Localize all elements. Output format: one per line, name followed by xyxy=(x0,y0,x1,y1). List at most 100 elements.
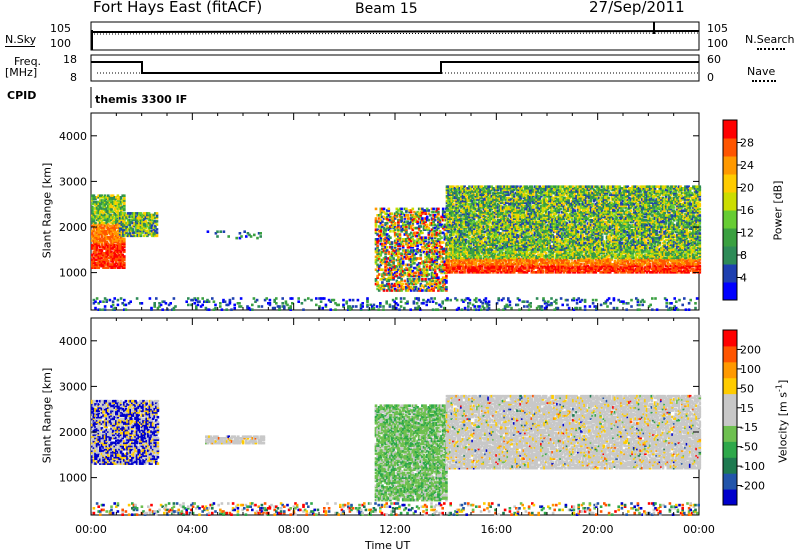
power-cell xyxy=(649,263,652,266)
power-cell xyxy=(219,230,222,233)
power-cell xyxy=(420,254,423,257)
power-cell xyxy=(421,278,424,281)
power-cell xyxy=(381,281,384,284)
power-cell xyxy=(402,283,405,286)
power-cell xyxy=(107,260,110,263)
power-cell xyxy=(483,234,486,237)
freq-line xyxy=(91,62,699,73)
power-cell xyxy=(123,249,126,252)
noise-search-line xyxy=(91,33,699,34)
power-cell xyxy=(123,262,126,265)
power-cell xyxy=(250,235,253,238)
power-cell xyxy=(445,280,448,283)
power-cell xyxy=(386,222,389,225)
power-cell xyxy=(400,208,403,211)
power-cell xyxy=(123,255,126,258)
power-cell xyxy=(420,257,423,260)
noise-sky-line xyxy=(91,31,699,32)
power-cell xyxy=(123,238,126,241)
power-cell xyxy=(94,222,97,225)
power-cell xyxy=(426,224,429,227)
power-cell xyxy=(437,211,440,214)
power-cell xyxy=(240,235,243,238)
power-cell xyxy=(156,223,159,226)
power-cell xyxy=(392,257,395,260)
power-cell xyxy=(545,252,548,255)
power-cell xyxy=(404,272,407,275)
power-cell xyxy=(381,224,384,227)
power-cell xyxy=(391,241,394,244)
power-cell xyxy=(436,273,439,276)
power-cell xyxy=(383,208,386,211)
noise-panel-frame xyxy=(91,22,699,50)
power-cell xyxy=(428,209,431,212)
power-cell xyxy=(256,237,259,240)
power-cell xyxy=(421,232,424,235)
power-cell xyxy=(418,265,421,268)
power-cell xyxy=(216,235,219,238)
power-cell xyxy=(394,222,397,225)
power-cell xyxy=(243,230,246,233)
power-cell xyxy=(375,208,378,211)
power-cell xyxy=(421,289,424,292)
power-cell xyxy=(400,278,403,281)
power-cell xyxy=(375,217,378,220)
power-cell xyxy=(156,212,159,215)
power-cell xyxy=(391,246,394,249)
power-cell xyxy=(412,208,415,211)
power-cell xyxy=(442,257,445,260)
power-cell xyxy=(376,281,379,284)
power-cell xyxy=(376,244,379,247)
power-cell xyxy=(442,208,445,211)
power-cell xyxy=(391,212,394,215)
power-cell xyxy=(429,214,432,217)
power-cell xyxy=(207,230,210,233)
power-cell xyxy=(389,230,392,233)
power-cell xyxy=(253,234,256,237)
power-cell xyxy=(132,228,135,231)
power-cell xyxy=(399,248,402,251)
power-cell xyxy=(400,216,403,219)
power-cell xyxy=(479,255,482,258)
power-cell xyxy=(402,260,405,263)
power-cell xyxy=(156,220,159,223)
power-cell xyxy=(440,236,443,239)
power-cell xyxy=(405,208,408,211)
power-cell xyxy=(424,236,427,239)
power-cell xyxy=(223,230,226,233)
power-cell xyxy=(389,236,392,239)
power-cell xyxy=(156,228,159,231)
power-cell xyxy=(407,214,410,217)
power-cell xyxy=(699,261,702,264)
power-cell xyxy=(428,273,431,276)
power-cell xyxy=(428,219,431,222)
power-cell xyxy=(378,273,381,276)
power-cell xyxy=(123,194,126,197)
power-cell xyxy=(445,286,448,289)
power-cell xyxy=(402,243,405,246)
power-cell xyxy=(259,235,262,238)
power-cell xyxy=(381,268,384,271)
power-cell xyxy=(432,208,435,211)
power-cell xyxy=(156,231,159,234)
power-cell xyxy=(445,275,448,278)
power-cell xyxy=(699,265,702,268)
power-cell xyxy=(426,216,429,219)
power-cell xyxy=(424,278,427,281)
power-cell xyxy=(426,264,429,267)
power-cell xyxy=(388,251,391,254)
power-cell xyxy=(386,246,389,249)
power-cell xyxy=(442,241,445,244)
power-cell xyxy=(421,217,424,220)
power-cell xyxy=(434,219,437,222)
power-cell xyxy=(428,254,431,257)
power-cell xyxy=(437,208,440,211)
power-cell xyxy=(413,262,416,265)
freq-panel-frame xyxy=(91,55,699,81)
power-cell xyxy=(239,232,242,235)
power-cell xyxy=(420,225,423,228)
power-cell xyxy=(227,235,230,238)
power-cell xyxy=(580,263,583,266)
power-cell xyxy=(400,252,403,255)
